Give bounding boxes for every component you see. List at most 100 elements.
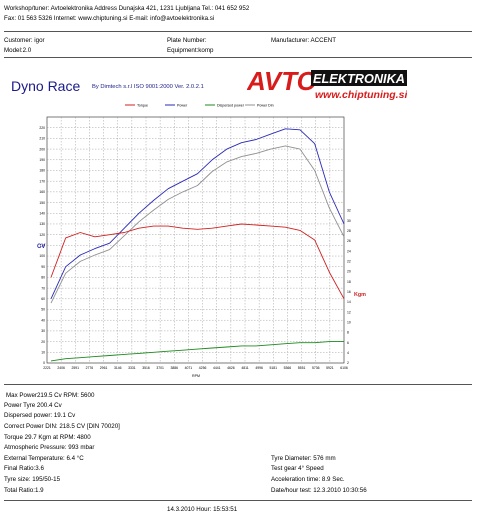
x-tick-label: 3701	[156, 366, 164, 370]
x-tick-label: 3886	[171, 366, 179, 370]
y-left-tick-label: 210	[39, 137, 45, 141]
y-left-tick-label: 170	[39, 179, 45, 183]
x-tick-label: 4071	[185, 366, 193, 370]
y-left-tick-label: 200	[39, 147, 45, 151]
dispersed-power: Dispersed power: 19.1 Cv	[4, 412, 76, 419]
avtoelektronika-logo: AVTO ELEKTRONIKA www.chiptuning.si	[247, 68, 407, 101]
customer-label: Customer: igor	[4, 37, 45, 44]
series-power-din	[50, 145, 345, 304]
legend-label: Power	[177, 103, 188, 107]
y-left-tick-label: 150	[39, 201, 45, 205]
y-right-tick-label: 18	[347, 280, 351, 284]
test-datetime: Date/hour test: 12.3.2010 10:30:56	[271, 487, 367, 494]
legend-label: Power Din	[257, 103, 274, 107]
y-right-tick-label: 28	[347, 229, 351, 233]
x-tick-label: 3516	[142, 366, 150, 370]
external-temperature: External Temperature: 6.4 °C	[4, 455, 84, 462]
y-left-tick-label: 60	[41, 297, 45, 301]
y-left-tick-label: 80	[41, 276, 45, 280]
x-tick-label: 6106	[340, 366, 348, 370]
y-left-tick-label: 120	[39, 233, 45, 237]
y-left-tick-label: 20	[41, 340, 45, 344]
y-right-tick-label: 26	[347, 239, 351, 243]
y-right-tick-label: 16	[347, 290, 351, 294]
y-right-tick-label: 2	[347, 361, 349, 365]
header-line-1: Workshop/tuner: Avtoelektronika Address …	[4, 5, 250, 12]
y-right-tick-label: 32	[347, 209, 351, 213]
y-left-tick-label: 110	[40, 244, 46, 248]
y-right-tick-label: 14	[347, 300, 351, 304]
acceleration-time: Acceleration time: 8.9 Sec.	[271, 476, 345, 483]
total-ratio: Total Ratio:1.9	[4, 487, 44, 494]
x-tick-label: 2221	[43, 366, 51, 370]
x-tick-label: 4811	[241, 366, 248, 370]
atmospheric-pressure: Atmospheric Pressure: 993 mbar	[4, 444, 95, 451]
x-tick-label: 2776	[86, 366, 94, 370]
x-tick-label: 5921	[326, 366, 334, 370]
y-axis-left-label: CV	[37, 244, 45, 250]
series-power	[50, 128, 345, 299]
y-right-tick-label: 30	[347, 219, 351, 223]
logo-box	[311, 70, 407, 86]
divider	[4, 500, 472, 501]
y-left-tick-label: 40	[41, 318, 45, 322]
y-right-tick-label: 4	[347, 351, 349, 355]
y-right-tick-label: 20	[347, 270, 351, 274]
x-tick-label: 2406	[57, 366, 65, 370]
correct-power: Correct Power DIN: 218.5 CV [DIN 70020]	[4, 423, 120, 430]
y-right-tick-label: 12	[347, 310, 351, 314]
x-tick-label: 3146	[114, 366, 122, 370]
plot-grid	[47, 117, 344, 363]
x-tick-label: 4256	[199, 366, 207, 370]
x-tick-label: 4996	[255, 366, 263, 370]
x-tick-label: 3331	[128, 366, 136, 370]
x-tick-label: 5551	[298, 366, 306, 370]
y-right-tick-label: 6	[347, 341, 349, 345]
y-left-tick-label: 220	[39, 126, 45, 130]
y-left-tick-label: 50	[41, 308, 45, 312]
y-right-tick-label: 22	[347, 260, 351, 264]
y-right-tick-label: 24	[347, 249, 351, 253]
logo-avto: AVTO	[247, 68, 317, 96]
series-dispersed-power	[50, 341, 344, 362]
test-gear: Test gear 4° Speed	[271, 465, 324, 472]
y-left-tick-label: 30	[41, 329, 45, 333]
y-left-tick-label: 140	[39, 211, 45, 215]
y-left-tick-label: 190	[39, 158, 45, 162]
tyre-size: Tyre size: 195/50-15	[4, 476, 61, 483]
header-line-2: Fax: 01 563 5326 Internet: www.chiptunin…	[4, 15, 215, 22]
power-tyre: Power Tyre 200.4 Cv	[4, 402, 62, 409]
chart-legend: Torque Power Dispersed power Power Din	[125, 103, 274, 107]
x-tick-label: 2591	[72, 366, 80, 370]
logo-elektronika: ELEKTRONIKA	[313, 71, 405, 86]
manufacturer-label: Manufacturer: ACCENT	[271, 37, 336, 44]
series-torque	[50, 223, 345, 300]
x-axis-label: RPM	[192, 374, 200, 378]
y-right-tick-label: 10	[347, 321, 351, 325]
x-tick-label: 4626	[227, 366, 235, 370]
plot-frame	[46, 116, 345, 364]
y-left-tick-label: 70	[41, 286, 45, 290]
x-tick-label: 4441	[213, 366, 221, 370]
y-left-tick-label: 180	[39, 169, 45, 173]
max-torque: Torque 29.7 Kgm at RPM: 4800	[4, 434, 91, 441]
footer-date: 14.3.2010 Hour: 15:53:51	[167, 506, 238, 513]
equipment-label: Equipment:komp	[167, 47, 214, 54]
plate-label: Plate Number:	[167, 37, 207, 44]
y-left-tick-label: 160	[39, 190, 45, 194]
legend-label: Dispersed power	[217, 103, 245, 107]
x-tick-label: 5366	[284, 366, 292, 370]
x-tick-label: 5736	[312, 366, 320, 370]
y-left-tick-label: 10	[41, 351, 45, 355]
y-left-tick-label: 100	[39, 254, 45, 258]
x-tick-label: 2961	[100, 366, 108, 370]
y-left-tick-label: 90	[41, 265, 45, 269]
final-ratio: Final Ratio:3.6	[4, 465, 44, 472]
chart-title: Dyno Race	[11, 78, 81, 94]
y-right-tick-label: 8	[347, 331, 349, 335]
divider	[4, 57, 472, 58]
divider	[4, 384, 472, 385]
chart-subtitle: By Dimtech s.r.l ISO 9001:2000 Ver. 2.0.…	[92, 84, 204, 90]
y-axis-right-label: Kgm	[354, 292, 366, 298]
